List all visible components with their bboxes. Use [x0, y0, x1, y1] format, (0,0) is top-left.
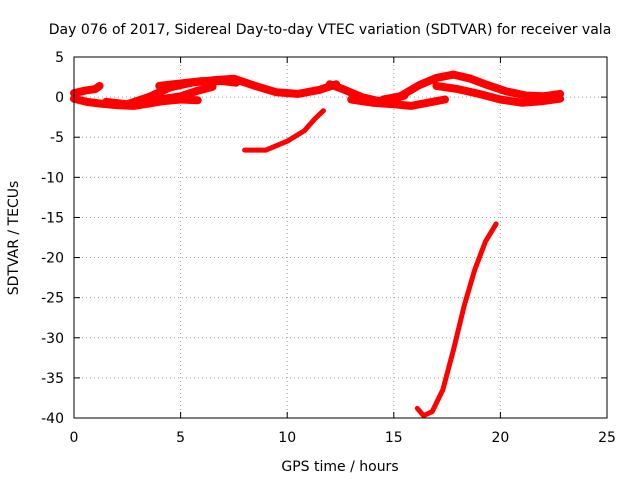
chart-title: Day 076 of 2017, Sidereal Day-to-day VTE…: [49, 22, 612, 38]
grid-lines: [74, 57, 607, 418]
series-line-track-j: [242, 108, 326, 153]
axis-ticks: 0 5 10 15 20 25 5 0 -5 -10 -15 -20 -25 -30 -35 -40: [41, 50, 616, 446]
y-axis-label: SDTVAR / TECUs: [6, 181, 22, 296]
plot-area-frame: [73, 56, 608, 419]
x-tick-label: 5: [176, 430, 185, 446]
series-line-track-b: [70, 81, 104, 98]
x-tick-label: 10: [278, 430, 296, 446]
y-tick-label: -35: [41, 371, 64, 387]
y-tick-label: 0: [55, 90, 64, 106]
series-line-track-h: [379, 70, 565, 104]
data-series: [70, 70, 565, 419]
y-tick-label: -25: [41, 291, 64, 307]
series-line-track-k: [414, 221, 499, 419]
series-line-track-i: [432, 81, 565, 107]
y-tick-label: -10: [41, 170, 64, 186]
x-tick-label: 25: [598, 430, 616, 446]
x-tick-label: 15: [385, 430, 403, 446]
x-tick-label: 20: [491, 430, 509, 446]
y-tick-label: -30: [41, 331, 64, 347]
series-line-track-d: [138, 82, 217, 109]
y-tick-label: -40: [41, 411, 64, 427]
y-tick-label: -15: [41, 210, 64, 226]
series-line-track-g: [347, 95, 449, 110]
series-line-track-e: [155, 77, 240, 90]
x-tick-label: 0: [70, 430, 79, 446]
y-tick-label: -5: [50, 130, 64, 146]
y-tick-label: 5: [55, 50, 64, 66]
x-axis-label: GPS time / hours: [281, 459, 398, 475]
y-tick-label: -20: [41, 251, 64, 267]
